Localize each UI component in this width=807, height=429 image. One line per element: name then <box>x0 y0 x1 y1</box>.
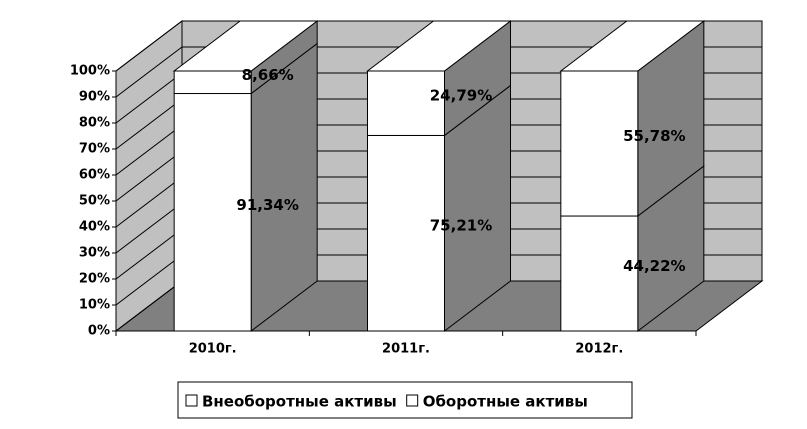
legend: Внеоборотные активы Оборотные активы <box>185 393 588 411</box>
y-tick-label: 10% <box>79 298 110 313</box>
data-label: 55,78% <box>623 127 685 145</box>
y-tick-label: 90% <box>79 90 110 105</box>
bar <box>367 134 445 332</box>
data-label: 91,34% <box>236 196 298 214</box>
legend-swatch <box>185 394 198 407</box>
legend-box <box>177 381 633 419</box>
data-label: 75,21% <box>430 217 492 235</box>
y-tick-label: 40% <box>79 220 110 235</box>
x-tick-label: 2012г. <box>575 342 623 357</box>
plot-area: 0% 10% 20% 30% 40% 50% 60% 70% 80% 90% 100% 2010г. 9… <box>70 19 764 357</box>
grid-line <box>115 46 762 98</box>
legend-swatch <box>406 394 419 407</box>
bar <box>173 93 252 332</box>
data-label: 8,66% <box>242 66 294 84</box>
y-tick-label: 80% <box>79 116 110 131</box>
data-label: 44,22% <box>623 257 685 275</box>
x-tick-label: 2010г. <box>189 342 237 357</box>
y-tick-label: 100% <box>70 64 110 79</box>
x-tick-label: 2011г. <box>382 342 430 357</box>
y-tick-label: 60% <box>79 168 110 183</box>
legend-label: Внеоборотные активы <box>202 393 397 411</box>
bar <box>173 70 252 95</box>
bar <box>560 70 639 217</box>
y-tick-label: 70% <box>79 142 110 157</box>
y-tick-label: 50% <box>79 194 110 209</box>
y-tick-label: 0% <box>88 324 110 339</box>
y-tick-label: 20% <box>79 272 110 287</box>
bar <box>560 215 639 332</box>
bar <box>367 70 445 136</box>
legend-label: Оборотные активы <box>423 393 588 411</box>
y-tick-label: 30% <box>79 246 110 261</box>
grid-line <box>115 20 762 72</box>
data-label: 24,79% <box>430 87 492 105</box>
